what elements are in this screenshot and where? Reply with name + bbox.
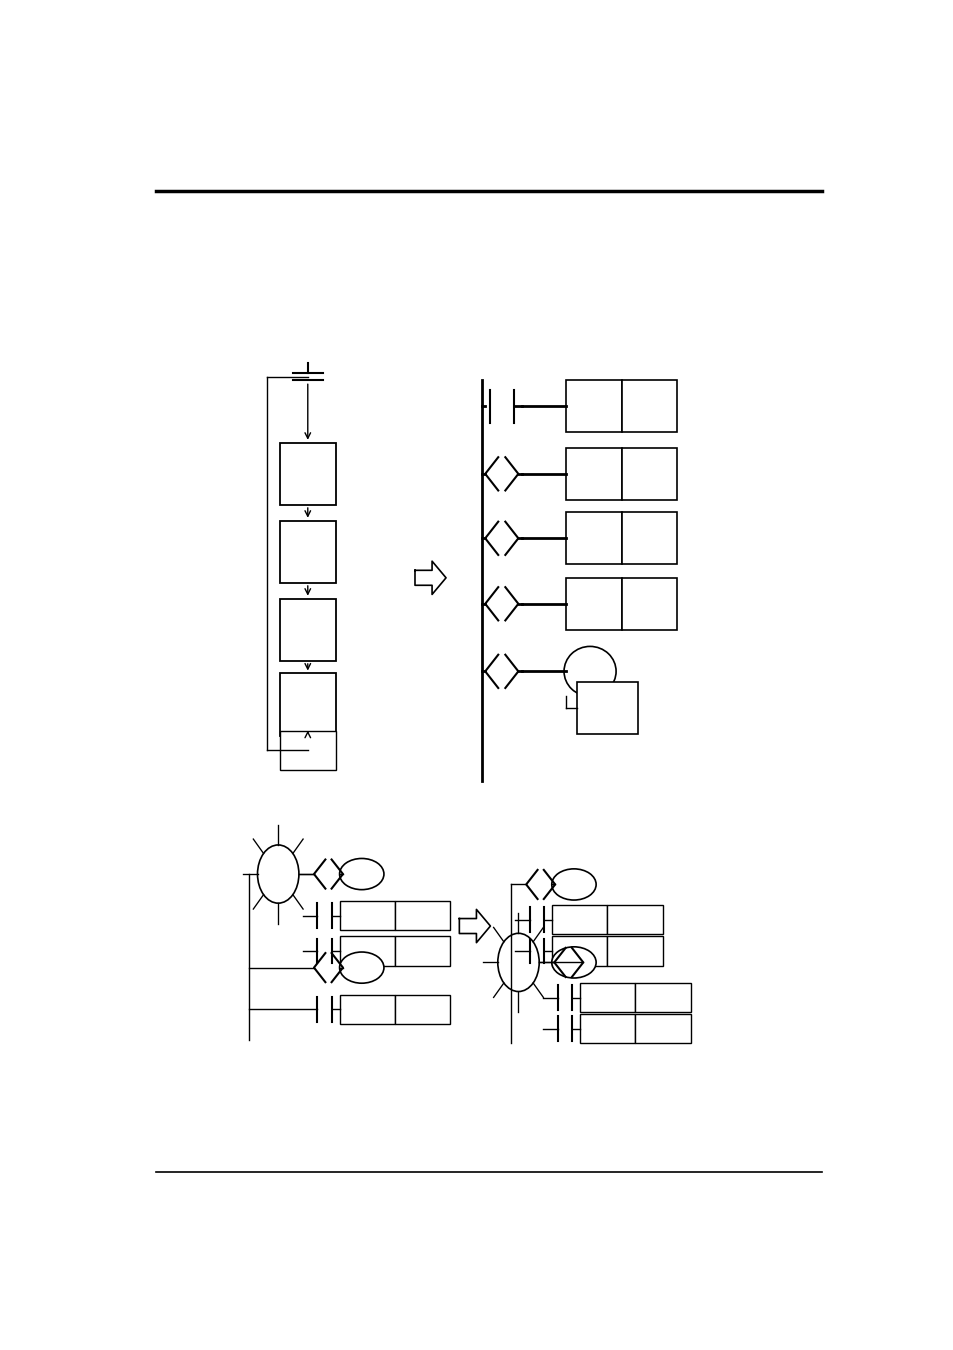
Bar xyxy=(566,381,621,432)
Bar xyxy=(280,598,335,661)
Bar xyxy=(621,578,677,630)
Bar xyxy=(579,983,635,1012)
Ellipse shape xyxy=(551,946,596,977)
Bar xyxy=(621,512,677,564)
Bar xyxy=(280,674,335,736)
Bar xyxy=(395,937,450,965)
Bar xyxy=(635,983,690,1012)
Bar xyxy=(280,443,335,505)
Bar xyxy=(280,521,335,583)
Circle shape xyxy=(257,845,298,903)
Bar xyxy=(566,578,621,630)
Ellipse shape xyxy=(551,869,596,900)
Bar xyxy=(395,995,450,1023)
Ellipse shape xyxy=(339,859,383,890)
Bar xyxy=(577,682,638,734)
Bar xyxy=(566,448,621,500)
Circle shape xyxy=(497,933,538,991)
Bar xyxy=(339,995,395,1023)
Bar xyxy=(551,937,606,965)
Ellipse shape xyxy=(339,952,383,983)
Bar xyxy=(339,900,395,930)
Bar xyxy=(606,937,662,965)
Bar xyxy=(621,381,677,432)
Bar xyxy=(579,1014,635,1044)
Bar xyxy=(635,1014,690,1044)
Ellipse shape xyxy=(563,647,616,697)
Bar xyxy=(280,730,335,769)
Bar xyxy=(621,448,677,500)
Bar xyxy=(566,512,621,564)
Bar xyxy=(551,906,606,934)
Bar xyxy=(395,900,450,930)
Bar xyxy=(339,937,395,965)
Bar xyxy=(606,906,662,934)
